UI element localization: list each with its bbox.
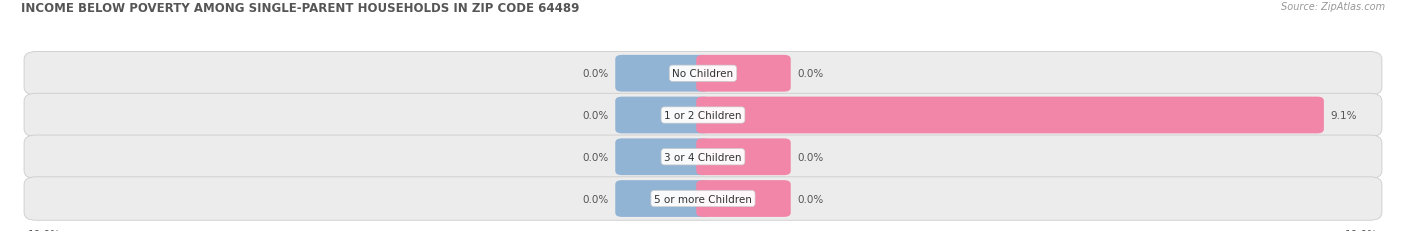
- Text: Source: ZipAtlas.com: Source: ZipAtlas.com: [1281, 2, 1385, 12]
- FancyBboxPatch shape: [616, 139, 710, 175]
- Text: 9.1%: 9.1%: [1330, 110, 1357, 121]
- Text: 0.0%: 0.0%: [582, 152, 609, 162]
- FancyBboxPatch shape: [24, 135, 1382, 179]
- Text: 10.0%: 10.0%: [1346, 229, 1378, 231]
- FancyBboxPatch shape: [616, 97, 710, 134]
- FancyBboxPatch shape: [696, 139, 790, 175]
- FancyBboxPatch shape: [696, 97, 1324, 134]
- Text: 0.0%: 0.0%: [582, 69, 609, 79]
- FancyBboxPatch shape: [616, 56, 710, 92]
- Text: 0.0%: 0.0%: [582, 110, 609, 121]
- Text: 0.0%: 0.0%: [582, 194, 609, 204]
- Text: INCOME BELOW POVERTY AMONG SINGLE-PARENT HOUSEHOLDS IN ZIP CODE 64489: INCOME BELOW POVERTY AMONG SINGLE-PARENT…: [21, 2, 579, 15]
- Text: 3 or 4 Children: 3 or 4 Children: [664, 152, 742, 162]
- Text: No Children: No Children: [672, 69, 734, 79]
- FancyBboxPatch shape: [24, 52, 1382, 96]
- FancyBboxPatch shape: [24, 94, 1382, 137]
- Text: 5 or more Children: 5 or more Children: [654, 194, 752, 204]
- Text: 0.0%: 0.0%: [797, 69, 824, 79]
- Text: 1 or 2 Children: 1 or 2 Children: [664, 110, 742, 121]
- FancyBboxPatch shape: [24, 177, 1382, 220]
- FancyBboxPatch shape: [616, 180, 710, 217]
- FancyBboxPatch shape: [696, 180, 790, 217]
- Text: 10.0%: 10.0%: [28, 229, 60, 231]
- FancyBboxPatch shape: [696, 56, 790, 92]
- Text: 0.0%: 0.0%: [797, 194, 824, 204]
- Text: 0.0%: 0.0%: [797, 152, 824, 162]
